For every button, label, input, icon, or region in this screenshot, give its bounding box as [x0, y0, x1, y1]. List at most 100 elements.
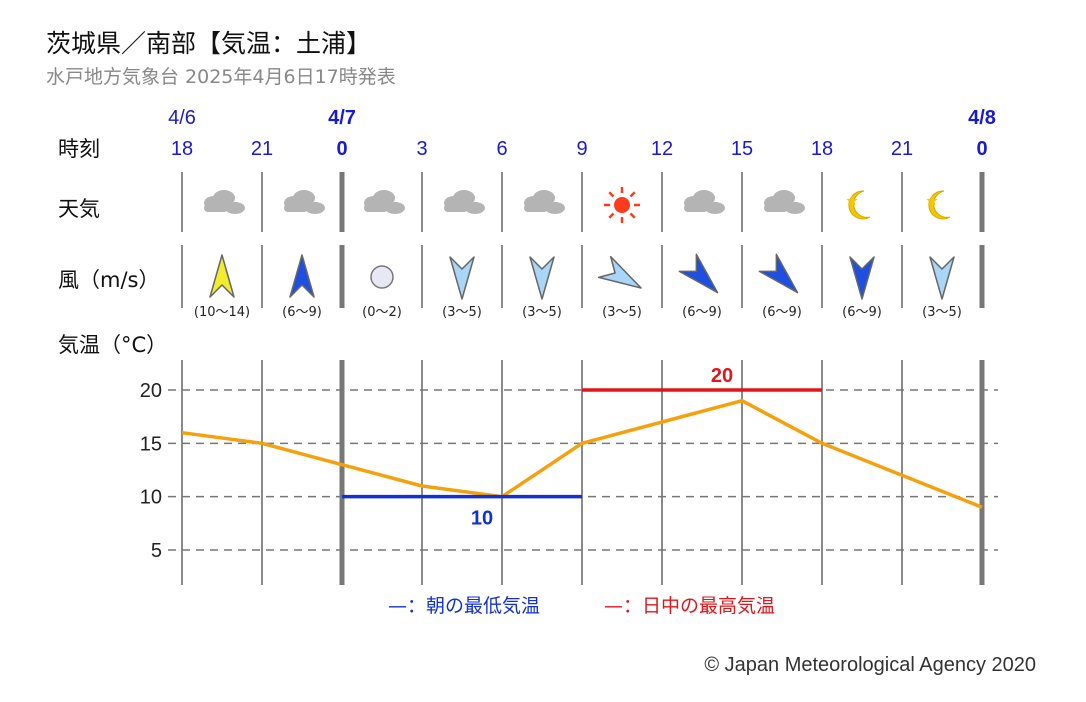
wind-speed-range: (3〜5) [522, 305, 562, 320]
legend-text: ：朝の最低気温 [407, 595, 540, 617]
wind-arrow-shape [678, 253, 719, 294]
wind-row: (10〜14) (6〜9) (0〜2) (3〜5) (3〜5) (3〜5) (6〜9) (6〜… [194, 253, 962, 320]
cloud-puff [773, 190, 795, 206]
grid-lines: 5 10 15 20 [140, 172, 998, 585]
y-tick-label: 5 [151, 540, 162, 562]
wind-arrow-shape [289, 254, 315, 298]
cloud-puff [465, 202, 485, 214]
hour-tick-label: 0 [336, 138, 347, 160]
temperature-line [181, 398, 983, 509]
hour-tick-label: 6 [496, 138, 507, 160]
cloud-puff [785, 202, 805, 214]
wind-arrow-shape [758, 253, 799, 294]
wind-arrow-icon [209, 254, 235, 298]
date-label: 4/7 [328, 107, 356, 129]
wind-speed-range: (10〜14) [194, 305, 250, 320]
row-label-weather: 天気 [58, 197, 100, 221]
hour-tick-label: 21 [891, 138, 913, 160]
wind-arrow-shape [597, 255, 642, 289]
moon-icon [926, 190, 951, 220]
legend-item: —：日中の最高気温 [604, 595, 775, 617]
hour-tick-label: 9 [576, 138, 587, 160]
calm-icon [370, 265, 394, 289]
wind-arrow-shape [529, 256, 555, 300]
legend-text: ：日中の最高気温 [623, 595, 775, 617]
wind-speed-range: (6〜9) [842, 305, 882, 320]
cloud-icon [444, 190, 485, 214]
cloud-icon [764, 190, 805, 214]
cloud-icon [364, 190, 405, 214]
legend: —：朝の最低気温 —：日中の最高気温 [388, 595, 775, 617]
sun-disc [614, 197, 630, 213]
time-axis: 4/6 4/7 4/8 18 21 0 3 6 9 12 15 18 21 0 [168, 107, 996, 160]
wind-arrow-icon [929, 256, 955, 300]
page-subtitle: 水戸地方気象台 2025年4月6日17時発表 [46, 66, 396, 88]
wind-speed-range: (3〜5) [602, 305, 642, 320]
cloud-icon [284, 190, 325, 214]
hour-tick-label: 18 [171, 138, 193, 160]
cloud-puff [693, 190, 715, 206]
wind-arrow-icon [597, 255, 642, 289]
cloud-puff [213, 190, 235, 206]
hour-tick-label: 15 [731, 138, 753, 160]
min-temp-label: 10 [471, 508, 493, 530]
legend-mark: — [388, 595, 407, 617]
wind-speed-range: (0〜2) [362, 305, 402, 320]
row-label-wind: 風（m/s） [58, 268, 159, 292]
hour-tick-label: 21 [251, 138, 273, 160]
cloud-puff [545, 202, 565, 214]
row-label-time: 時刻 [58, 137, 100, 161]
wind-speed-range: (6〜9) [762, 305, 802, 320]
hour-tick-label: 18 [811, 138, 833, 160]
cloud-base [764, 204, 788, 212]
wind-arrow-icon [849, 256, 875, 300]
copyright: © Japan Meteorological Agency 2020 [704, 654, 1036, 676]
cloud-puff [225, 202, 245, 214]
cloud-puff [705, 202, 725, 214]
temperature-plot: 10 20 [181, 365, 983, 530]
y-tick-label: 10 [140, 487, 162, 509]
weather-row [204, 187, 951, 223]
wind-arrow-icon [529, 256, 555, 300]
wind-arrow-shape [209, 254, 235, 298]
wind-arrow-icon [449, 256, 475, 300]
star [846, 195, 858, 206]
sun-ray [608, 191, 615, 198]
cloud-puff [533, 190, 555, 206]
wind-arrow-icon [289, 254, 315, 298]
wind-arrow-icon [678, 253, 719, 294]
row-label-temp: 気温（°C） [58, 333, 167, 357]
date-label: 4/8 [968, 107, 996, 129]
cloud-puff [373, 190, 395, 206]
cloud-icon [524, 190, 565, 214]
wind-speed-range: (3〜5) [442, 305, 482, 320]
cloud-base [284, 204, 308, 212]
date-label: 4/6 [168, 107, 196, 129]
star [926, 195, 938, 206]
y-tick-label: 20 [140, 380, 162, 402]
hour-tick-label: 3 [416, 138, 427, 160]
legend-mark: — [604, 595, 623, 617]
wind-arrow-shape [849, 256, 875, 300]
hour-tick-label: 0 [976, 138, 987, 160]
wind-speed-range: (6〜9) [682, 305, 722, 320]
sun-ray [629, 212, 636, 219]
hour-tick-label: 12 [651, 138, 673, 160]
cloud-base [364, 204, 388, 212]
wind-arrow-shape [929, 256, 955, 300]
cloud-base [204, 204, 228, 212]
wind-arrow-icon [758, 253, 799, 294]
moon-icon [846, 190, 871, 220]
cloud-icon [684, 190, 725, 214]
max-temp-label: 20 [711, 365, 733, 387]
legend-item: —：朝の最低気温 [388, 595, 540, 617]
cloud-puff [293, 190, 315, 206]
sun-ray [608, 212, 615, 219]
cloud-puff [453, 190, 475, 206]
y-tick-label: 15 [140, 433, 162, 455]
wind-speed-range: (3〜5) [922, 305, 962, 320]
sun-icon [604, 187, 640, 223]
sun-ray [629, 191, 636, 198]
wind-speed-range: (6〜9) [282, 305, 322, 320]
